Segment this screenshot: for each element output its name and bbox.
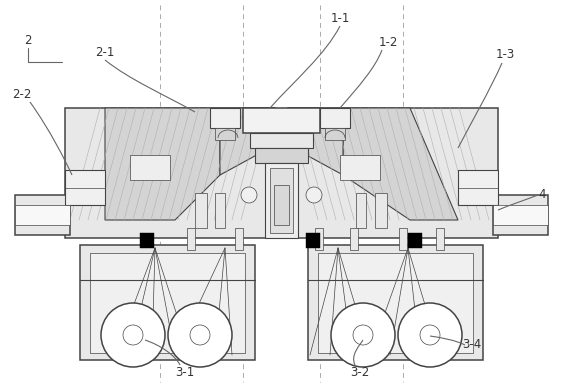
Text: 2: 2 <box>24 34 32 46</box>
Circle shape <box>306 187 322 203</box>
Text: 4: 4 <box>538 188 546 202</box>
Bar <box>215 193 225 228</box>
Bar <box>140 233 154 248</box>
Bar <box>356 193 366 228</box>
Bar <box>15 205 70 225</box>
Bar <box>187 228 195 250</box>
Bar <box>493 205 548 225</box>
Bar <box>215 128 235 140</box>
Bar <box>250 133 313 148</box>
Circle shape <box>398 303 462 367</box>
Bar <box>436 228 444 250</box>
Circle shape <box>331 303 395 367</box>
Bar <box>195 193 207 228</box>
Circle shape <box>190 325 210 345</box>
Text: 3-4: 3-4 <box>462 339 481 351</box>
Bar <box>65 170 105 205</box>
Bar <box>325 128 345 140</box>
Circle shape <box>420 325 440 345</box>
Text: 2-1: 2-1 <box>95 46 115 58</box>
Text: 3-2: 3-2 <box>350 365 370 378</box>
Text: 1-2: 1-2 <box>378 36 397 48</box>
Bar <box>255 148 308 163</box>
Bar <box>306 233 320 248</box>
Bar <box>210 108 240 128</box>
Text: 1-1: 1-1 <box>330 12 350 24</box>
Bar <box>65 108 275 238</box>
Polygon shape <box>220 108 275 175</box>
Bar <box>399 228 407 250</box>
Text: 3-1: 3-1 <box>176 365 195 378</box>
Bar <box>90 253 245 353</box>
Polygon shape <box>105 108 220 220</box>
Bar <box>493 195 548 235</box>
Bar <box>308 245 483 360</box>
Bar <box>265 163 298 238</box>
Bar <box>235 228 243 250</box>
Bar <box>288 108 498 238</box>
Polygon shape <box>343 108 458 220</box>
Bar <box>80 245 255 360</box>
Bar <box>130 155 170 180</box>
Bar <box>243 108 320 133</box>
Text: 1-3: 1-3 <box>495 48 515 62</box>
Bar <box>458 170 498 205</box>
Bar <box>270 168 293 233</box>
Circle shape <box>101 303 165 367</box>
Bar <box>375 193 387 228</box>
Bar <box>15 195 70 235</box>
Bar <box>350 228 358 250</box>
Polygon shape <box>288 108 343 175</box>
Circle shape <box>168 303 232 367</box>
Circle shape <box>123 325 143 345</box>
Bar <box>408 233 422 248</box>
Bar <box>274 185 289 225</box>
Bar <box>340 155 380 180</box>
Text: 2-2: 2-2 <box>12 89 32 101</box>
Bar <box>320 108 350 128</box>
Bar <box>315 228 323 250</box>
Circle shape <box>353 325 373 345</box>
Bar <box>318 253 473 353</box>
Circle shape <box>241 187 257 203</box>
